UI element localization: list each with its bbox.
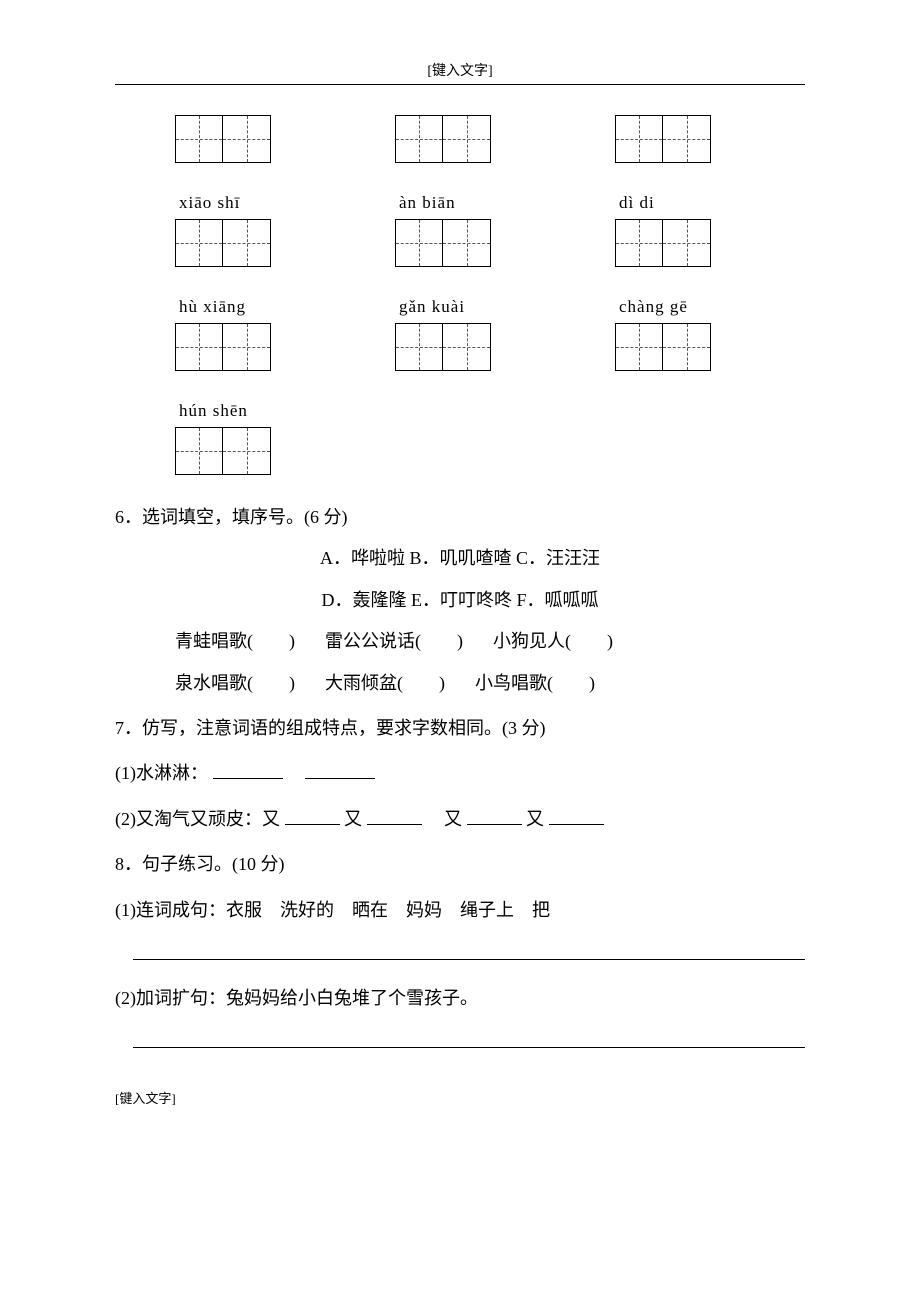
pinyin-label: xiāo shī <box>179 193 320 213</box>
tianzige-pair <box>615 219 760 267</box>
tianzige-cell[interactable] <box>615 219 663 267</box>
pinyin-label: hù xiāng <box>179 297 320 317</box>
pinyin-group: chàng gē <box>615 297 760 393</box>
q7-sep: 又 <box>426 809 462 829</box>
q8-title: 8．句子练习。(10 分) <box>115 844 805 885</box>
q6-item[interactable]: 泉水唱歌( ) <box>175 663 295 704</box>
tianzige-cell[interactable] <box>223 323 271 371</box>
tianzige-cell[interactable] <box>443 219 491 267</box>
pinyin-label: chàng gē <box>619 297 760 317</box>
q6-item[interactable]: 青蛙唱歌( ) <box>175 621 295 662</box>
pinyin-group: hù xiāng <box>175 297 320 393</box>
tianzige-cell[interactable] <box>663 219 711 267</box>
tianzige-pair <box>395 323 540 371</box>
page-header: [键入文字] <box>115 60 805 80</box>
q7-line2: (2)又淘气又顽皮：又 又 又 又 <box>115 799 805 840</box>
tianzige-cell[interactable] <box>615 115 663 163</box>
blank[interactable] <box>305 761 375 779</box>
tianzige-cell[interactable] <box>443 323 491 371</box>
pinyin-label: dì di <box>619 193 760 213</box>
tianzige-pair <box>395 219 540 267</box>
tianzige-cell[interactable] <box>223 427 271 475</box>
tianzige-cell[interactable] <box>663 323 711 371</box>
q7-title: 7．仿写，注意词语的组成特点，要求字数相同。(3 分) <box>115 708 805 749</box>
pinyin-group: àn biān <box>395 193 540 289</box>
tianzige-pair <box>175 323 320 371</box>
blank[interactable] <box>467 807 522 825</box>
q6-options-b: D．轰隆隆 E．叮叮咚咚 F．呱呱呱 <box>115 580 805 621</box>
q6-item[interactable]: 雷公公说话( ) <box>325 621 463 662</box>
pinyin-group: gǎn kuài <box>395 297 540 393</box>
pinyin-row-3: hún shēn <box>175 401 805 475</box>
blank[interactable] <box>213 761 283 779</box>
tianzige-cell[interactable] <box>175 427 223 475</box>
q7-line1: (1)水淋淋： <box>115 753 805 794</box>
pinyin-group: dì di <box>615 193 760 289</box>
q7-sep: 又 <box>526 809 544 829</box>
tianzige-row-0 <box>175 115 805 185</box>
q6-title: 6．选词填空，填序号。(6 分) <box>115 497 805 538</box>
tianzige-cell[interactable] <box>223 219 271 267</box>
q7-sep: 又 <box>344 809 362 829</box>
blank[interactable] <box>549 807 604 825</box>
pinyin-label: gǎn kuài <box>399 297 540 317</box>
tianzige-pair <box>175 427 320 475</box>
tianzige-cell[interactable] <box>175 219 223 267</box>
page-footer: [键入文字] <box>115 1088 805 1107</box>
tianzige-pair <box>175 115 320 163</box>
tianzige-cell[interactable] <box>395 323 443 371</box>
q6-line2: 泉水唱歌( ) 大雨倾盆( ) 小鸟唱歌( ) <box>175 663 805 704</box>
page: [键入文字] xiāo shī <box>0 0 920 1147</box>
pinyin-group: hún shēn <box>175 401 320 475</box>
header-rule <box>115 84 805 85</box>
tianzige-cell[interactable] <box>615 323 663 371</box>
pinyin-label: hún shēn <box>179 401 320 421</box>
tianzige-cell[interactable] <box>175 115 223 163</box>
q7-line2-prefix: (2)又淘气又顽皮：又 <box>115 809 280 829</box>
blank[interactable] <box>367 807 422 825</box>
blank[interactable] <box>285 807 340 825</box>
tianzige-cell[interactable] <box>443 115 491 163</box>
answer-line[interactable] <box>133 1047 805 1048</box>
pinyin-label: àn biān <box>399 193 540 213</box>
tianzige-group <box>175 115 320 185</box>
q6-item[interactable]: 大雨倾盆( ) <box>325 663 445 704</box>
tianzige-cell[interactable] <box>175 323 223 371</box>
tianzige-group <box>615 115 760 185</box>
tianzige-cell[interactable] <box>395 219 443 267</box>
q6-line1: 青蛙唱歌( ) 雷公公说话( ) 小狗见人( ) <box>175 621 805 662</box>
tianzige-group <box>395 115 540 185</box>
answer-line[interactable] <box>133 959 805 960</box>
q8-line1: (1)连词成句：衣服 洗好的 晒在 妈妈 绳子上 把 <box>115 890 805 931</box>
tianzige-pair <box>615 115 760 163</box>
tianzige-cell[interactable] <box>663 115 711 163</box>
tianzige-pair <box>615 323 760 371</box>
pinyin-group: xiāo shī <box>175 193 320 289</box>
pinyin-row-1: xiāo shī àn biān dì di <box>175 193 805 289</box>
q7-line1-prefix: (1)水淋淋： <box>115 763 208 783</box>
q6-options-a: A．哗啦啦 B．叽叽喳喳 C．汪汪汪 <box>115 538 805 579</box>
tianzige-cell[interactable] <box>395 115 443 163</box>
q6-item[interactable]: 小鸟唱歌( ) <box>475 663 595 704</box>
tianzige-cell[interactable] <box>223 115 271 163</box>
q8-line2: (2)加词扩句：兔妈妈给小白兔堆了个雪孩子。 <box>115 978 805 1019</box>
tianzige-pair <box>395 115 540 163</box>
pinyin-row-2: hù xiāng gǎn kuài chàng gē <box>175 297 805 393</box>
q6-item[interactable]: 小狗见人( ) <box>493 621 613 662</box>
tianzige-pair <box>175 219 320 267</box>
